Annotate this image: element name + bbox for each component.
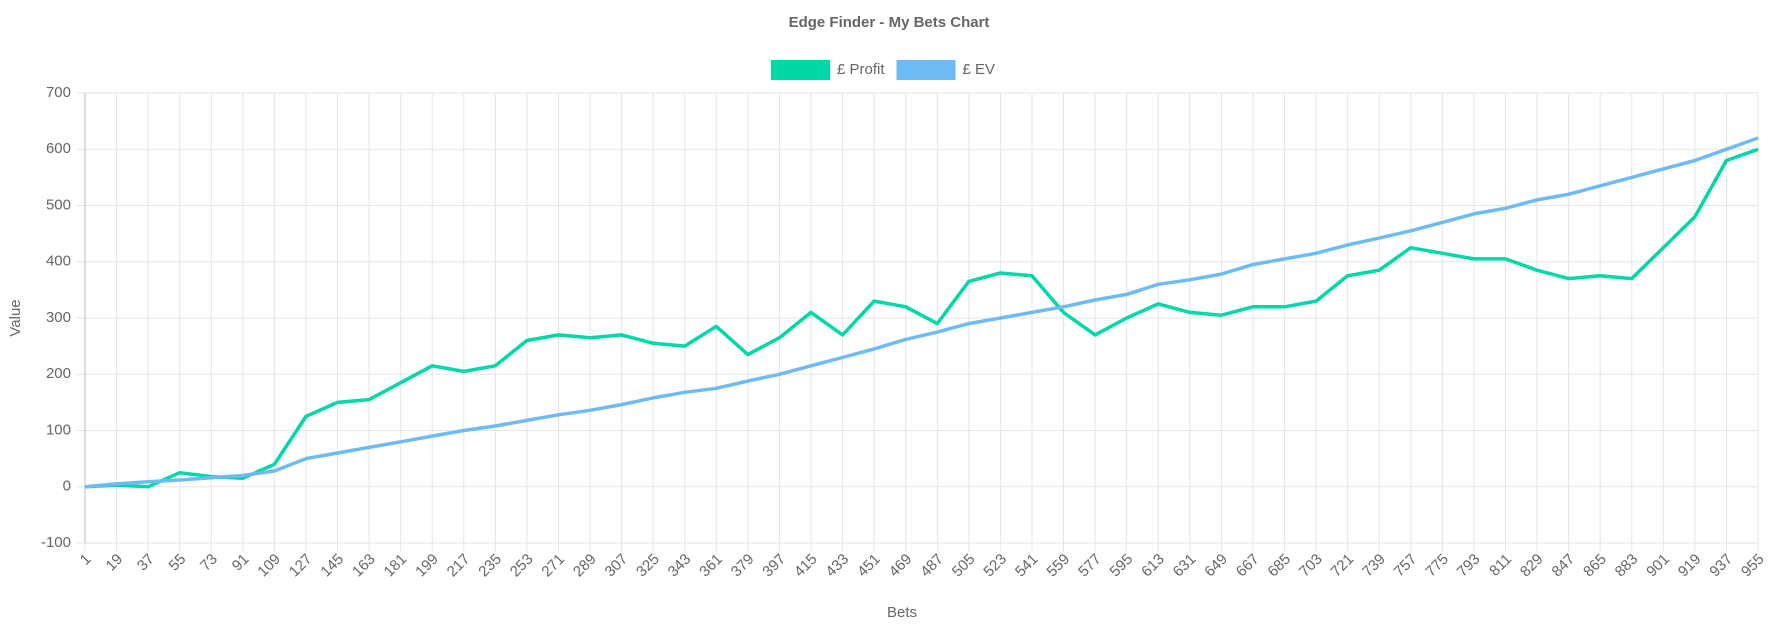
x-tick-label: 307 (602, 551, 632, 581)
x-axis-label: Bets (887, 604, 917, 621)
x-tick-label: 721 (1328, 551, 1358, 581)
x-tick-label: 523 (980, 551, 1010, 581)
x-tick-label: 631 (1170, 551, 1200, 581)
x-tick-label: 901 (1643, 551, 1673, 581)
legend-label: £ Profit (837, 61, 885, 78)
x-tick-label: 685 (1264, 551, 1294, 581)
x-tick-label: 487 (917, 551, 947, 581)
x-tick-label: 829 (1517, 551, 1547, 581)
x-tick-label: 37 (134, 551, 158, 575)
x-tick-label: 415 (791, 551, 821, 581)
legend-swatch (896, 60, 956, 80)
x-tick-label: 109 (254, 551, 284, 581)
x-tick-label: 667 (1233, 551, 1263, 581)
x-tick-label: 703 (1296, 551, 1326, 581)
x-tick-label: 91 (229, 551, 253, 575)
x-tick-label: 199 (412, 551, 442, 581)
y-tick-label: 700 (46, 84, 71, 101)
x-tick-label: 793 (1454, 551, 1484, 581)
chart-title: Edge Finder - My Bets Chart (789, 14, 990, 31)
line-series (84, 136, 1759, 489)
y-tick-label: 200 (46, 365, 71, 382)
x-tick-label: 325 (633, 551, 663, 581)
x-tick-label: 847 (1549, 551, 1579, 581)
y-axis-label: Value (7, 299, 24, 336)
y-tick-label: 400 (46, 253, 71, 270)
y-tick-label: 100 (46, 421, 71, 438)
legend-swatch (771, 60, 830, 80)
x-tick-label: 145 (317, 551, 347, 581)
x-tick-label: 55 (166, 551, 190, 575)
y-tick-label: -100 (41, 534, 71, 551)
x-tick-label: 217 (444, 551, 474, 581)
x-tick-label: 649 (1201, 551, 1231, 581)
legend-label: £ EV (963, 61, 996, 78)
y-tick-label: 300 (46, 309, 71, 326)
x-tick-label: 865 (1580, 551, 1610, 581)
x-tick-label: 361 (696, 551, 726, 581)
x-tick-label: 559 (1043, 551, 1073, 581)
x-tick-label: 883 (1612, 551, 1642, 581)
x-tick-label: 739 (1359, 551, 1389, 581)
x-tick-label: 811 (1486, 551, 1515, 580)
x-tick-label: 397 (759, 551, 789, 581)
x-tick-label: 127 (286, 551, 316, 581)
x-tick-label: 919 (1675, 551, 1705, 581)
x-tick-label: 163 (349, 551, 379, 581)
x-tick-label: 937 (1706, 551, 1736, 581)
x-tick-label: 181 (381, 551, 411, 581)
x-tick-label: 73 (197, 551, 221, 575)
x-tick-label: 505 (949, 551, 979, 581)
x-tick-label: 19 (102, 551, 126, 575)
x-tick-label: 271 (538, 551, 568, 581)
x-tick-label: 955 (1738, 551, 1768, 581)
y-tick-label: 500 (46, 196, 71, 213)
x-tick-label: 253 (507, 551, 537, 581)
x-tick-label: 595 (1107, 551, 1137, 581)
y-tick-label: 0 (63, 478, 71, 495)
y-tick-label: 600 (46, 140, 71, 157)
x-tick-label: 541 (1012, 551, 1042, 581)
x-tick-label: 775 (1422, 551, 1452, 581)
x-tick-label: 613 (1138, 551, 1168, 581)
x-tick-label: 451 (854, 551, 884, 581)
x-tick-label: 1 (77, 551, 95, 569)
line-series (84, 147, 1759, 489)
x-tick-label: 469 (886, 551, 916, 581)
x-tick-label: 433 (822, 551, 852, 581)
x-tick-label: 757 (1391, 551, 1421, 581)
x-tick-label: 235 (475, 551, 505, 581)
x-tick-label: 379 (728, 551, 758, 581)
x-tick-label: 577 (1075, 551, 1105, 581)
x-tick-label: 289 (570, 551, 600, 581)
x-tick-label: 343 (665, 551, 695, 581)
